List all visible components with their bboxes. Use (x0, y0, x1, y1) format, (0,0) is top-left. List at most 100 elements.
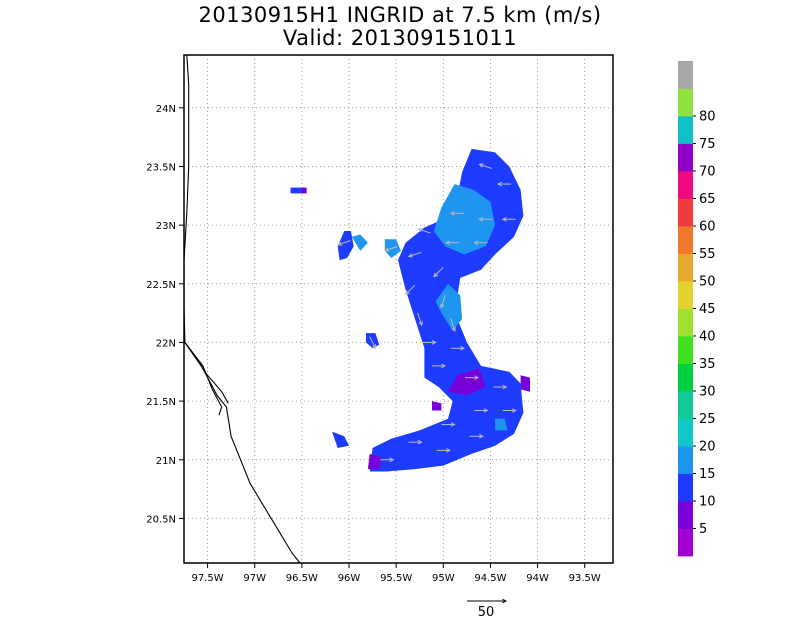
chart-title: 20130915H1 INGRID at 7.5 km (m/s) (198, 3, 602, 27)
colorbar-swatch (678, 143, 693, 172)
colorbar-label: 55 (699, 247, 716, 262)
wind-speed-region (290, 187, 304, 194)
colorbar-swatch (678, 198, 693, 227)
colorbar-swatch (678, 61, 693, 89)
wind-speed-region (351, 234, 368, 251)
wind-vector (473, 240, 488, 245)
coastline-segment (184, 342, 229, 404)
wind-vector (501, 216, 516, 222)
x-tick-label: 96.5W (286, 573, 318, 584)
wind-vector-head (460, 346, 466, 351)
wind-speed-field (290, 148, 530, 472)
colorbar-label: 20 (699, 440, 716, 455)
x-tick-label: 97W (243, 573, 266, 584)
wind-vector-shaft (450, 318, 456, 332)
wind-vector (502, 408, 517, 413)
coastline-segment (184, 342, 223, 416)
wind-speed-region (337, 231, 354, 261)
wind-vector-shaft (418, 228, 431, 234)
wind-vector (440, 295, 446, 309)
colorbar-swatch (678, 308, 693, 337)
wind-vector (493, 384, 508, 390)
wind-vector-head (417, 439, 423, 445)
wind-vector-head (417, 227, 423, 233)
colorbar-swatch (678, 336, 693, 364)
reference-vector-label: 50 (478, 605, 495, 618)
wind-vector-head (451, 326, 456, 333)
colorbar-label: 65 (699, 192, 716, 207)
wind-vector-shaft (385, 246, 398, 252)
colorbar-swatch (678, 473, 693, 502)
colorbar-label: 30 (699, 385, 716, 400)
colorbar-label: 75 (699, 137, 716, 152)
wind-vector-shaft (408, 251, 422, 257)
wind-vector-head (418, 321, 423, 327)
wind-vector (469, 434, 484, 439)
wind-vector-head (450, 422, 456, 427)
wind-vector-head (433, 272, 438, 278)
wind-vector (496, 181, 512, 187)
wind-speed-region (448, 368, 486, 396)
wind-vector-head (449, 211, 455, 216)
x-tick-label: 96W (338, 573, 361, 584)
wind-vector-head (389, 457, 395, 463)
wind-vector (445, 240, 460, 245)
wind-vector (432, 363, 447, 369)
chart-title-block: 20130915H1 INGRID at 7.5 km (m/s) Valid:… (0, 4, 800, 50)
wind-vector-head (337, 241, 343, 246)
colorbar-swatch (678, 446, 693, 474)
coastline-segment (184, 342, 301, 563)
wind-vector (369, 336, 377, 350)
wind-speed-region (435, 283, 463, 331)
x-tick-label: 95W (432, 573, 455, 584)
wind-vector-head (478, 216, 484, 222)
wind-vector (465, 375, 480, 380)
colorbar-swatch (678, 418, 693, 447)
y-tick-label: 22N (156, 338, 176, 349)
wind-vector (478, 216, 493, 222)
x-tick-label: 95.5W (380, 573, 412, 584)
colorbar-label: 60 (699, 220, 716, 235)
wind-vector (474, 408, 489, 413)
y-tick-label: 24N (156, 104, 176, 115)
x-axis: 97.5W 97W 96.5W 96W 95.5W 95W 94.5W 94W 93.5W (191, 563, 601, 584)
colorbar-swatch (678, 391, 693, 419)
colorbar-label: 10 (699, 495, 716, 510)
wind-vector (380, 457, 395, 463)
wind-vector-shaft (440, 295, 446, 308)
colorbar-label: 45 (699, 302, 716, 317)
reference-vector: 50 (467, 598, 508, 618)
y-tick-label: 22.5N (146, 280, 176, 291)
reference-arrow-head (502, 598, 508, 604)
wind-speed-region (432, 401, 442, 411)
wind-vectors (337, 163, 517, 463)
wind-vector-head (404, 290, 410, 296)
wind-speed-region (520, 375, 530, 392)
grid-lines (184, 55, 613, 563)
colorbar-swatch (678, 116, 693, 144)
wind-vector (407, 251, 422, 258)
wind-vector (422, 340, 437, 345)
wind-vector-head (371, 344, 377, 350)
wind-vector (478, 163, 493, 169)
colorbar-swatch (678, 226, 693, 254)
y-axis: 20.5N 21N 21.5N 22N 22.5N 23N 23.5N 24N (146, 104, 184, 525)
wind-vector (433, 267, 444, 278)
wind-vector-head (431, 340, 437, 345)
wind-vector (417, 312, 423, 327)
colorbar-swatch (678, 281, 693, 309)
wind-vector (436, 448, 451, 453)
colorbar-label: 70 (699, 165, 716, 180)
wind-vector (404, 284, 416, 296)
wind-speed-region (433, 184, 496, 255)
colorbar-label: 80 (699, 110, 716, 125)
wind-vector-head (445, 240, 451, 245)
wind-vector-head (407, 253, 413, 258)
wind-vector-head (474, 375, 480, 380)
colorbar-label: 40 (699, 330, 716, 345)
colorbar-swatch (678, 253, 693, 282)
y-tick-label: 21N (156, 456, 176, 467)
y-tick-label: 23N (156, 221, 176, 232)
wind-vector-head (384, 247, 390, 252)
